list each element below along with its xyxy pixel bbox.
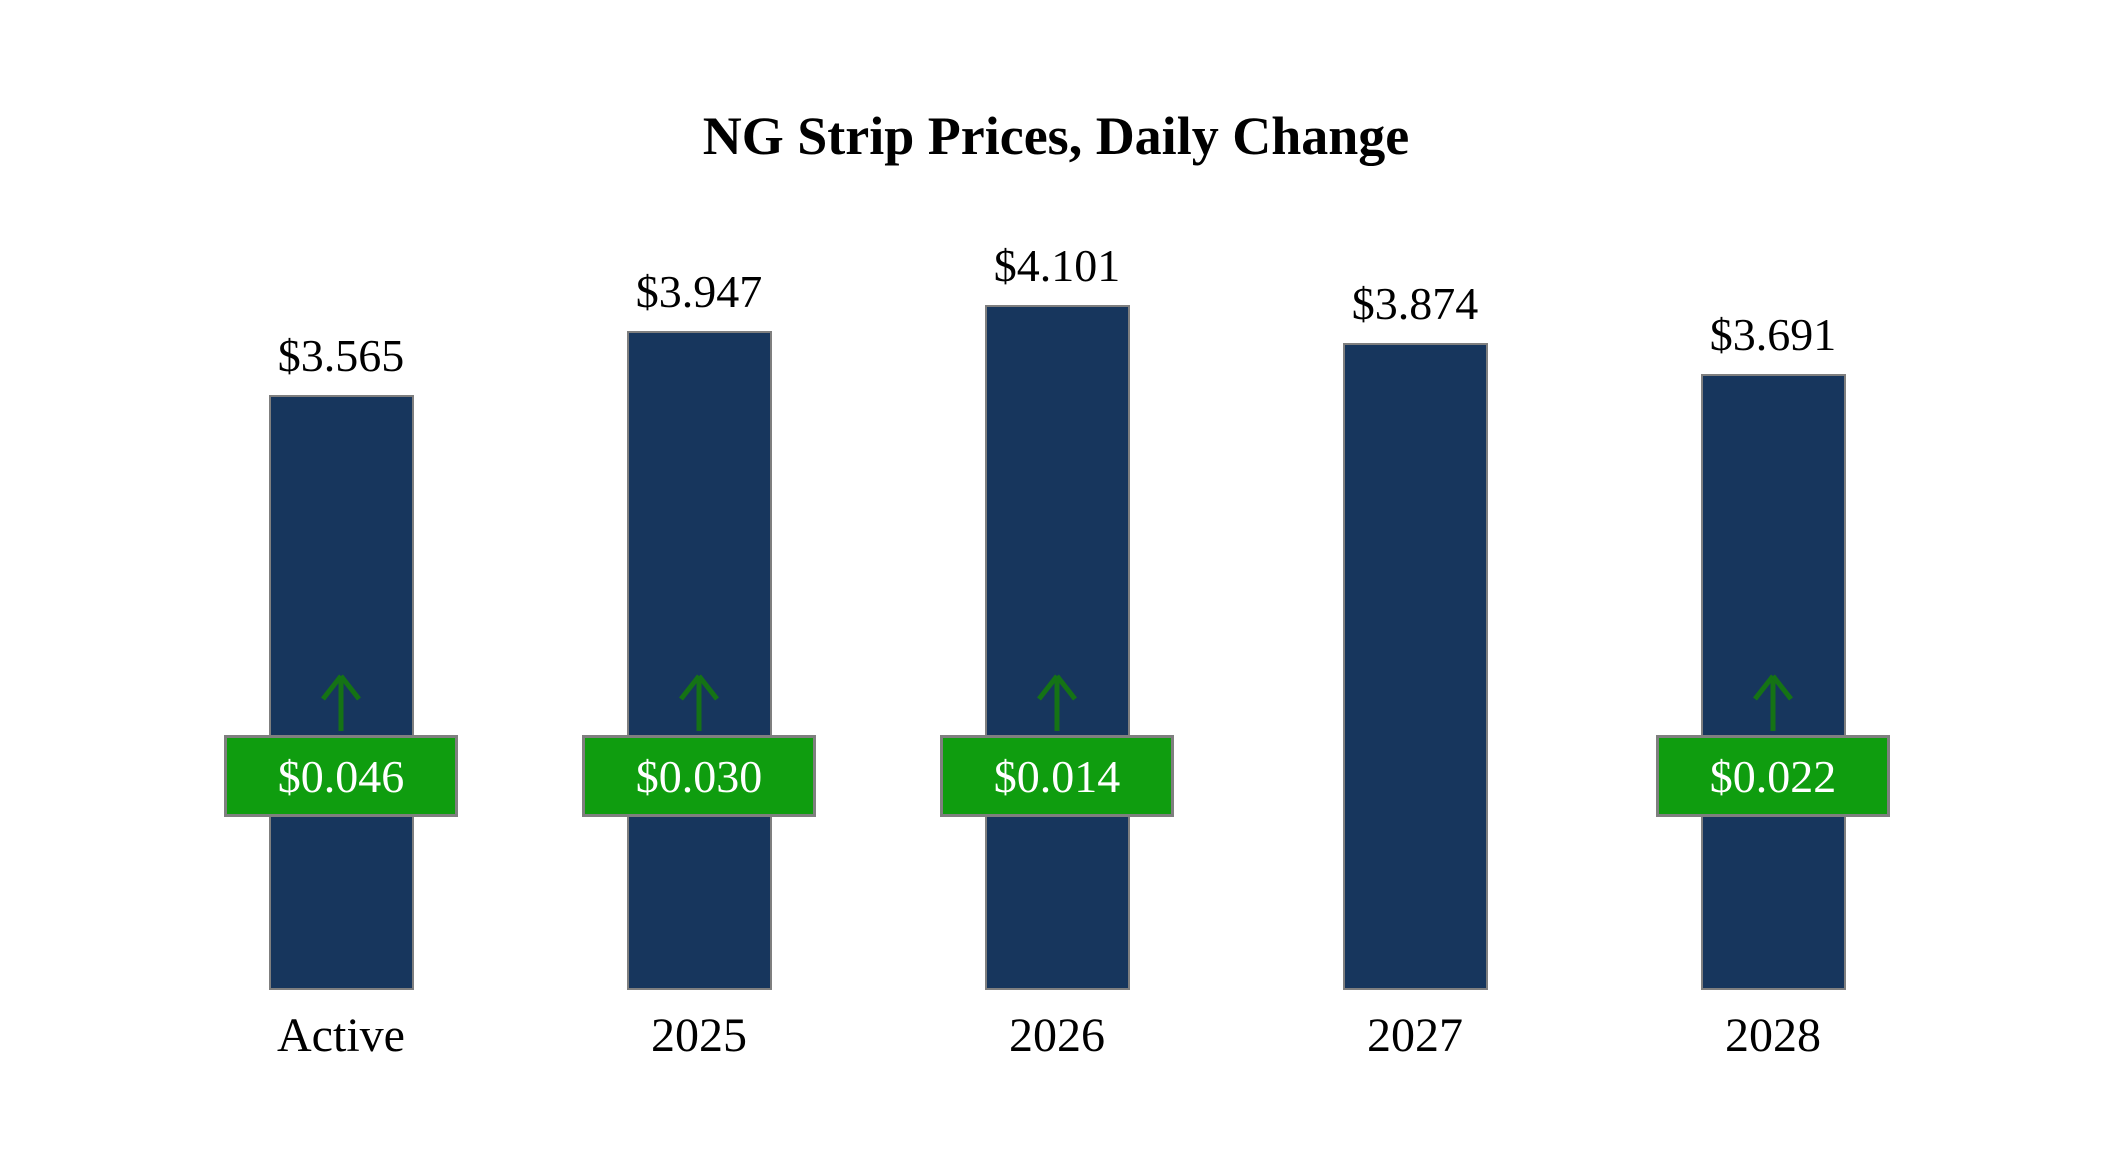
daily-change-badge-active: $0.046 [224,735,458,817]
category-label-2028: 2028 [1725,1009,1821,1062]
value-label-2028: $3.691 [1709,308,1837,360]
category-label-2025: 2025 [651,1009,747,1062]
up-arrow-icon [1747,671,1799,733]
value-label-2025: $3.947 [635,265,763,317]
category-label-active: Active [277,1009,405,1062]
up-arrow-icon [673,671,725,733]
chart-title: NG Strip Prices, Daily Change [702,106,1410,166]
value-label-2027: $3.874 [1351,278,1479,330]
daily-change-badge-2025: $0.030 [582,735,816,817]
bar-2027 [1342,343,1488,990]
category-label-2027: 2027 [1367,1009,1463,1062]
category-label-2026: 2026 [1009,1009,1105,1062]
bar-2025 [626,330,772,990]
daily-change-badge-2028: $0.022 [1656,735,1890,817]
up-arrow-icon [315,671,367,733]
daily-change-badge-2026: $0.014 [940,735,1174,817]
value-label-active: $3.565 [277,329,405,381]
value-label-2026: $4.101 [993,240,1121,292]
up-arrow-icon [1031,671,1083,733]
bar-2026 [984,305,1130,990]
